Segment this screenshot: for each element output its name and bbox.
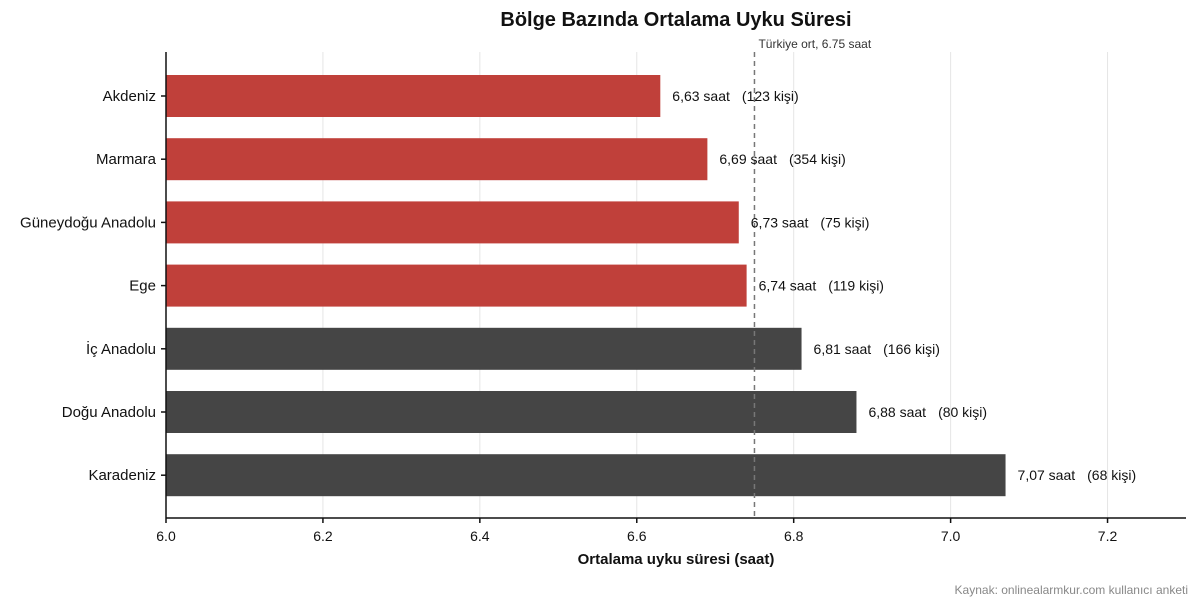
category-label: Karadeniz [88, 467, 156, 484]
category-label: Güneydoğu Anadolu [20, 214, 156, 231]
count-label: (119 kişi) [828, 278, 884, 294]
reference-line-label: Türkiye ort, 6.75 saat [758, 37, 871, 51]
chart-title: Bölge Bazında Ortalama Uyku Süresi [500, 9, 851, 31]
bar [166, 201, 739, 244]
x-tick-label: 7.2 [1098, 528, 1118, 544]
value-label: 6,69 saat [719, 151, 777, 167]
x-tick-label: 6.8 [784, 528, 804, 544]
axes: 6.0 6.2 6.4 6.6 6.8 7.0 7.2 [156, 52, 1186, 544]
bars [166, 75, 1006, 497]
x-tick-label: 7.0 [941, 528, 961, 544]
x-axis-title: Ortalama uyku süresi (saat) [578, 551, 775, 568]
count-label: (123 kişi) [742, 88, 799, 104]
bar [166, 327, 802, 370]
value-label: 6,88 saat [868, 404, 926, 420]
value-label: 6,63 saat [672, 88, 730, 104]
count-label: (354 kişi) [789, 151, 846, 167]
count-label: (75 kişi) [820, 214, 869, 230]
x-tick-label: 6.6 [627, 528, 647, 544]
value-label: 6,81 saat [814, 341, 872, 357]
count-label: (68 kişi) [1087, 467, 1136, 483]
x-tick-label: 6.4 [470, 528, 490, 544]
category-label: Akdeniz [103, 88, 156, 105]
value-label: 7,07 saat [1018, 467, 1076, 483]
value-label: 6,73 saat [751, 214, 809, 230]
category-label: Marmara [96, 151, 157, 168]
source-note: Kaynak: onlinealarmkur.com kullanıcı ank… [955, 583, 1188, 597]
bar [166, 75, 661, 117]
category-label: Doğu Anadolu [62, 404, 156, 421]
category-label: Ege [129, 278, 156, 295]
bar [166, 138, 708, 181]
bar [166, 454, 1006, 497]
bar [166, 391, 857, 433]
x-tick-label: 6.2 [313, 528, 333, 544]
count-label: (166 kişi) [883, 341, 940, 357]
bar [166, 264, 747, 307]
count-label: (80 kişi) [938, 404, 987, 420]
x-tick-label: 6.0 [156, 528, 176, 544]
reference-line-group: Türkiye ort, 6.75 saat [753, 37, 872, 518]
category-label: İç Anadolu [86, 340, 156, 358]
labels: Akdeniz 6,63 saat (123 kişi) Marmara 6,69 sa… [20, 88, 1136, 484]
value-label: 6,74 saat [759, 278, 817, 294]
